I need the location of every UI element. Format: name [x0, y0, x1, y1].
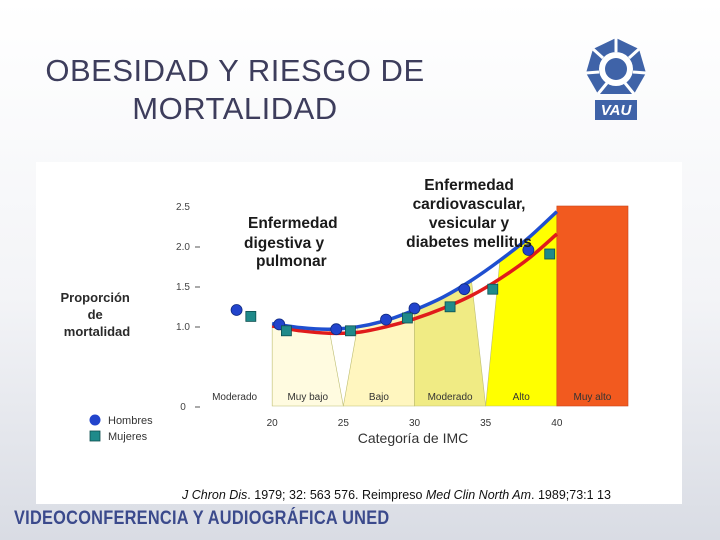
x-tick-label: 30: [409, 418, 421, 429]
x-tick-label: 20: [267, 418, 279, 429]
footer-brand: VIDEOCONFERENCIA Y AUDIOGRÁFICA UNED: [14, 508, 390, 529]
logo-spokes: [585, 38, 647, 95]
annotation-line: Enfermedad: [248, 215, 338, 232]
point-mujeres: [444, 301, 456, 313]
band-area-3: [414, 279, 487, 407]
point-mujeres: [487, 283, 499, 295]
x-axis-label: Categoría de IMC: [358, 430, 469, 446]
band-label-0: Moderado: [212, 392, 257, 403]
point-hombres: [330, 323, 343, 336]
chart-panel: Moderado Muy bajo Bajo Moderado Alto Muy alto…: [36, 162, 682, 504]
band-label-5: Muy alto: [574, 392, 612, 403]
citation-part: . 1989;73:1 13: [531, 488, 611, 502]
y-tick-label: 1.5: [176, 282, 190, 293]
citation-part: Med Clin North Am: [426, 488, 531, 502]
x-tick-label: 40: [551, 418, 563, 429]
vau-logo: VAU: [578, 34, 654, 126]
y-tick-label: 2.0: [176, 242, 190, 253]
point-mujeres: [544, 248, 556, 260]
annotation-line: pulmonar: [256, 253, 327, 270]
annotation-line: cardiovascular,: [413, 196, 526, 213]
point-mujeres: [401, 312, 413, 324]
annotation-line: vesicular y: [429, 215, 510, 232]
title-line-1: OBESIDAD Y RIESGO DE: [45, 53, 425, 88]
category-bands: Moderado Muy bajo Bajo Moderado Alto Muy alto: [212, 205, 629, 407]
point-mujeres: [345, 325, 356, 337]
point-mujeres: [245, 310, 257, 322]
mortality-chart: Moderado Muy bajo Bajo Moderado Alto Muy alto…: [61, 177, 629, 502]
band-label-4: Alto: [513, 392, 531, 403]
point-hombres: [380, 313, 392, 326]
citation: J Chron Dis. 1979; 32: 563 576. Reimpres…: [181, 488, 611, 502]
y-tick-label: 0: [180, 402, 186, 413]
annotation-line: Enfermedad: [424, 177, 514, 194]
x-tick-label: 35: [480, 418, 492, 429]
logo-center-dot: [605, 58, 627, 80]
annotation-line: digestiva y: [244, 235, 324, 252]
slide-title: OBESIDAD Y RIESGO DE MORTALIDAD: [20, 52, 450, 128]
legend-marker-hombres: [89, 414, 101, 426]
legend-label-hombres: Hombres: [108, 415, 153, 427]
title-line-2: MORTALIDAD: [132, 91, 338, 126]
legend-marker-mujeres: [89, 430, 101, 442]
x-tick-label: 25: [338, 418, 350, 429]
curve-mujeres: [271, 232, 558, 336]
point-mujeres: [280, 325, 292, 337]
y-tick-label: 2.5: [176, 202, 190, 213]
y-tick-label: 1.0: [176, 322, 190, 333]
annotation-line: diabetes mellitus: [406, 234, 532, 251]
band-label-1: Muy bajo: [287, 392, 328, 403]
legend: Hombres Mujeres: [89, 414, 153, 443]
point-hombres: [408, 302, 421, 315]
legend-label-mujeres: Mujeres: [108, 431, 148, 443]
citation-part: J Chron Dis: [181, 488, 247, 502]
logo-badge: [595, 100, 637, 120]
axis-ticks: 2.5 2.0 1.5 1.0 0 20 25 30 35 40: [176, 202, 563, 429]
annotation-cardiovascular: Enfermedad cardiovascular, vesicular y diab…: [406, 177, 532, 251]
logo-text: VAU: [601, 102, 633, 119]
y-axis-label: Proporción de mortalidad: [61, 290, 134, 339]
point-hombres: [230, 304, 243, 316]
point-hombres: [522, 244, 535, 256]
point-hombres: [458, 283, 471, 296]
band-label-2: Bajo: [369, 392, 389, 403]
band-label-3: Moderado: [428, 392, 473, 403]
citation-part: . 1979; 32: 563 576. Reimpreso: [247, 488, 426, 502]
band-area-5: [556, 205, 629, 407]
data-points: [230, 244, 556, 337]
